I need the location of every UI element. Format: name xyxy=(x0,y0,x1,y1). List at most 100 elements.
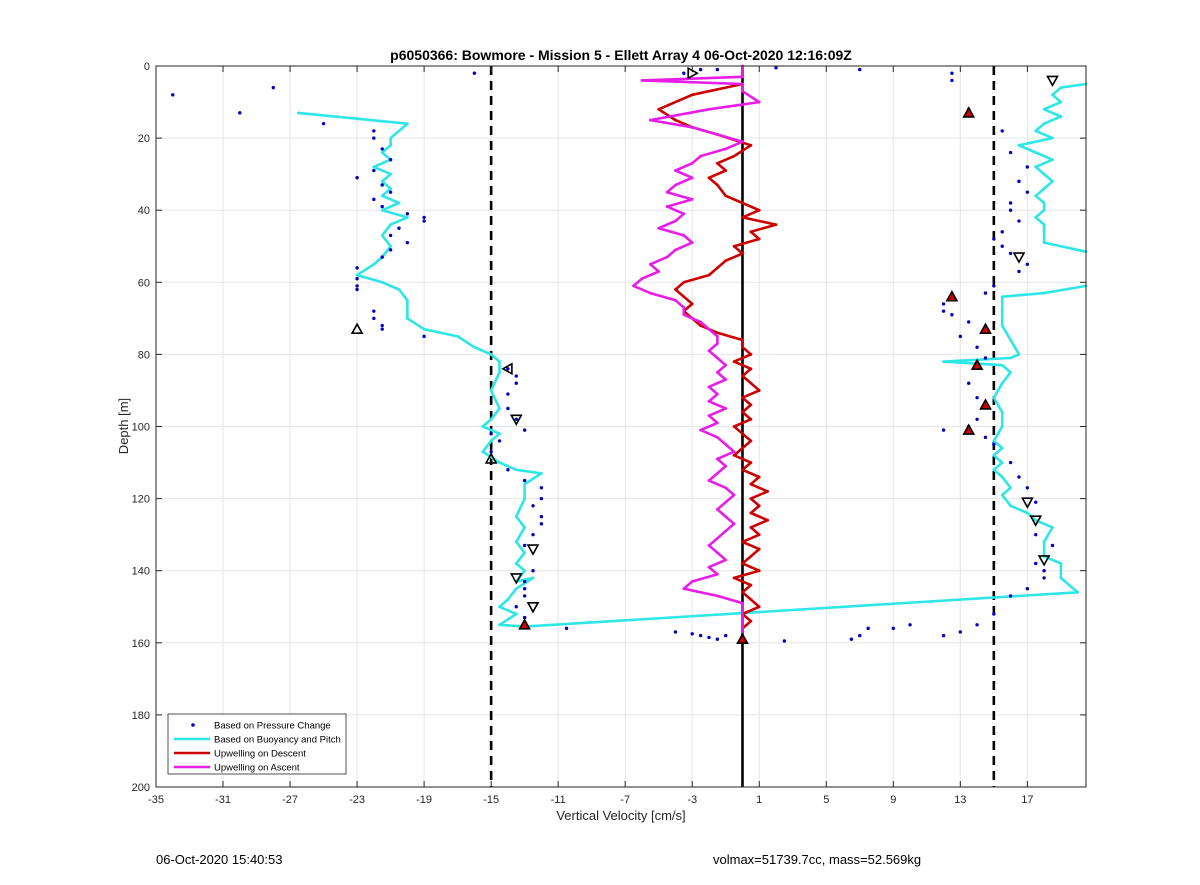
pressure-point-17 xyxy=(422,219,426,223)
series-1-point-0-53 xyxy=(514,612,518,616)
series-1-point-0-28 xyxy=(498,360,501,364)
pressure-point-37 xyxy=(514,417,518,421)
series-3-point-0-26 xyxy=(665,255,669,259)
pressure-point-64 xyxy=(950,78,954,83)
chart-title: p6050366: Bowmore - Mission 5 - Ellett A… xyxy=(390,47,852,63)
series-1-point-0-79 xyxy=(942,360,945,364)
series-1-point-0-60 xyxy=(1042,540,1046,544)
series-1-point-0-4 xyxy=(380,151,384,154)
series-1-point-1-18 xyxy=(1042,208,1046,212)
series-2-point-0-48 xyxy=(732,453,736,457)
series-2-point-0-13 xyxy=(741,201,744,205)
series-3-point-0-43 xyxy=(724,378,728,382)
x-tick-label-8: -3 xyxy=(687,794,697,806)
triangle-marker-2 xyxy=(962,106,976,118)
pressure-point-34 xyxy=(514,381,518,385)
y-tick-label-8: 160 xyxy=(132,638,150,650)
pressure-point-32 xyxy=(506,367,510,371)
series-1-point-0-3 xyxy=(389,143,392,147)
series-1-point-0-30 xyxy=(489,389,493,392)
pressure-point-35 xyxy=(506,392,510,396)
series-2-point-0-26 xyxy=(682,295,686,299)
series-1-point-0-6 xyxy=(372,165,376,169)
series-2-point-0-1 xyxy=(690,93,694,97)
series-1-point-1-11 xyxy=(1051,158,1054,162)
pressure-point-81 xyxy=(983,291,988,295)
x-tick-label-12: 13 xyxy=(954,794,966,806)
pressure-point-71 xyxy=(1008,201,1013,205)
triangle-marker-20 xyxy=(736,632,749,645)
series-1-point-0-39 xyxy=(540,471,543,475)
pressure-point-29 xyxy=(380,323,384,328)
series-2-point-0-71 xyxy=(749,619,753,623)
series-1-point-0-23 xyxy=(405,316,409,320)
series-2-point-0-53 xyxy=(766,489,770,493)
series-2-point-0-16 xyxy=(774,223,778,227)
series-3-point-0-34 xyxy=(682,313,686,317)
pressure-point-111 xyxy=(908,623,912,627)
series-3-point-0-47 xyxy=(724,407,728,410)
series-1-point-0-11 xyxy=(397,201,401,205)
pressure-point-30 xyxy=(380,327,384,331)
series-2-point-0-32 xyxy=(741,338,744,342)
series-1-point-0-7 xyxy=(389,172,392,176)
series-1-point-0-57 xyxy=(1059,576,1063,580)
series-1-point-0-50 xyxy=(514,587,518,591)
series-3-point-0-12 xyxy=(699,154,702,158)
pressure-point-109 xyxy=(958,630,963,634)
pressure-point-3 xyxy=(472,71,477,75)
legend-marker-0 xyxy=(191,723,195,727)
series-2-point-0-30 xyxy=(699,324,702,327)
triangle-marker-6 xyxy=(979,322,992,335)
series-3-point-0-61 xyxy=(715,508,719,511)
series-1-point-0-24 xyxy=(422,327,426,331)
x-tick-label-9: 1 xyxy=(756,794,762,806)
series-1-point-0-27 xyxy=(489,353,493,356)
pressure-point-42 xyxy=(506,468,510,472)
series-1-point-0-2 xyxy=(389,136,392,140)
pressure-point-87 xyxy=(975,345,979,349)
pressure-point-49 xyxy=(531,532,535,537)
series-3-point-0-23 xyxy=(682,234,686,237)
y-tick-label-10: 200 xyxy=(132,782,150,794)
series-2-line-0 xyxy=(657,82,778,641)
series-2-point-0-45 xyxy=(741,432,744,436)
pressure-point-118 xyxy=(698,633,703,638)
pressure-point-33 xyxy=(514,374,518,378)
series-1-point-0-73 xyxy=(1000,425,1004,428)
pressure-point-107 xyxy=(992,612,996,616)
series-1-point-0-46 xyxy=(514,562,518,565)
series-3-point-0-33 xyxy=(682,306,686,309)
series-2-point-0-40 xyxy=(741,396,744,400)
pressure-point-121 xyxy=(724,633,728,638)
pressure-point-119 xyxy=(707,635,711,640)
series-1-point-0-34 xyxy=(498,432,501,436)
pressure-point-54 xyxy=(522,594,527,598)
series-3-point-0-18 xyxy=(690,197,694,201)
series-1-point-0-37 xyxy=(498,461,501,464)
series-1-point-0-69 xyxy=(1000,461,1004,464)
pressure-point-94 xyxy=(983,435,988,440)
series-3-point-0-2 xyxy=(640,79,644,82)
series-1-point-0-66 xyxy=(1009,486,1012,490)
pressure-point-41 xyxy=(489,450,493,454)
series-2-point-0-65 xyxy=(732,576,736,580)
triangle-marker-16 xyxy=(1037,555,1051,567)
pressure-point-46 xyxy=(531,504,535,508)
series-2-point-0-51 xyxy=(757,475,761,479)
pressure-point-21 xyxy=(388,248,393,252)
series-3-point-0-32 xyxy=(674,298,677,302)
pressure-point-5 xyxy=(372,129,376,133)
series-3-point-0-53 xyxy=(732,450,736,454)
series-1-point-0-71 xyxy=(1000,446,1004,450)
series-1-point-0-51 xyxy=(506,598,510,601)
series-1-line-1 xyxy=(1017,82,1088,253)
series-2-point-0-61 xyxy=(757,547,761,551)
series-2-point-0-6 xyxy=(749,143,753,147)
triangle-marker-11 xyxy=(962,423,976,435)
series-1-point-1-4 xyxy=(1042,107,1046,111)
series-3-point-0-35 xyxy=(699,320,702,324)
series-2-point-0-44 xyxy=(732,425,736,428)
series-2-point-0-14 xyxy=(757,208,761,212)
series-2-point-0-23 xyxy=(707,273,711,277)
